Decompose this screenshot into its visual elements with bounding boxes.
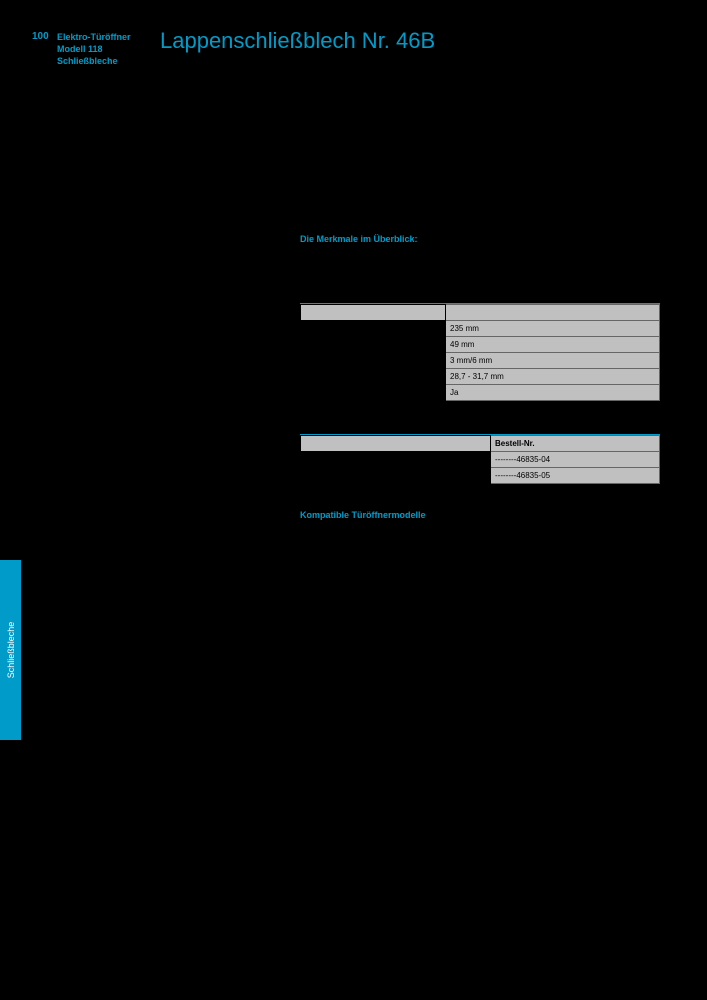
breadcrumb-line-1: Elektro-Türöffner — [57, 31, 131, 43]
spec-value: 28,7 - 31,7 mm — [446, 369, 660, 385]
spec-label — [301, 337, 446, 353]
page-title: Lappenschließblech Nr. 46B — [160, 28, 435, 54]
table-row: 49 mm — [301, 337, 660, 353]
breadcrumb: Elektro-Türöffner Modell 118 Schließblec… — [57, 31, 131, 67]
order-value: --------46835-04 — [491, 452, 660, 468]
compat-section: Kompatible Türöffnermodelle — [300, 510, 660, 523]
side-tab-label: Schließbleche — [6, 622, 16, 679]
table-row: 235 mm — [301, 321, 660, 337]
order-header-label — [301, 436, 491, 452]
side-tab: Schließbleche — [0, 560, 21, 740]
spec-label — [301, 353, 446, 369]
order-value: --------46835-05 — [491, 468, 660, 484]
order-table-section: Bestell-Nr. --------46835-04 --------468… — [300, 434, 660, 484]
table-row: Ja — [301, 385, 660, 401]
breadcrumb-line-2: Modell 118 — [57, 43, 131, 55]
spec-table: 235 mm 49 mm 3 mm/6 mm 28,7 - 31,7 mm Ja — [300, 304, 660, 401]
order-label — [301, 468, 491, 484]
spec-value: Ja — [446, 385, 660, 401]
features-section: Die Merkmale im Überblick: — [300, 234, 660, 247]
order-header-value: Bestell-Nr. — [491, 436, 660, 452]
table-row: --------46835-05 — [301, 468, 660, 484]
spec-label — [301, 321, 446, 337]
spec-value: 49 mm — [446, 337, 660, 353]
table-row: --------46835-04 — [301, 452, 660, 468]
spec-value: 235 mm — [446, 321, 660, 337]
table-header-row — [301, 305, 660, 321]
spec-header-value — [446, 305, 660, 321]
spec-label — [301, 385, 446, 401]
spec-value: 3 mm/6 mm — [446, 353, 660, 369]
spec-table-section: 235 mm 49 mm 3 mm/6 mm 28,7 - 31,7 mm Ja — [300, 303, 660, 401]
features-heading: Die Merkmale im Überblick: — [300, 234, 660, 244]
page-number: 100 — [32, 31, 49, 42]
spec-label — [301, 369, 446, 385]
compat-heading: Kompatible Türöffnermodelle — [300, 510, 660, 520]
order-table: Bestell-Nr. --------46835-04 --------468… — [300, 435, 660, 484]
order-label — [301, 452, 491, 468]
table-row: 28,7 - 31,7 mm — [301, 369, 660, 385]
table-row: 3 mm/6 mm — [301, 353, 660, 369]
breadcrumb-line-3: Schließbleche — [57, 55, 131, 67]
spec-header-label — [301, 305, 446, 321]
table-header-row: Bestell-Nr. — [301, 436, 660, 452]
